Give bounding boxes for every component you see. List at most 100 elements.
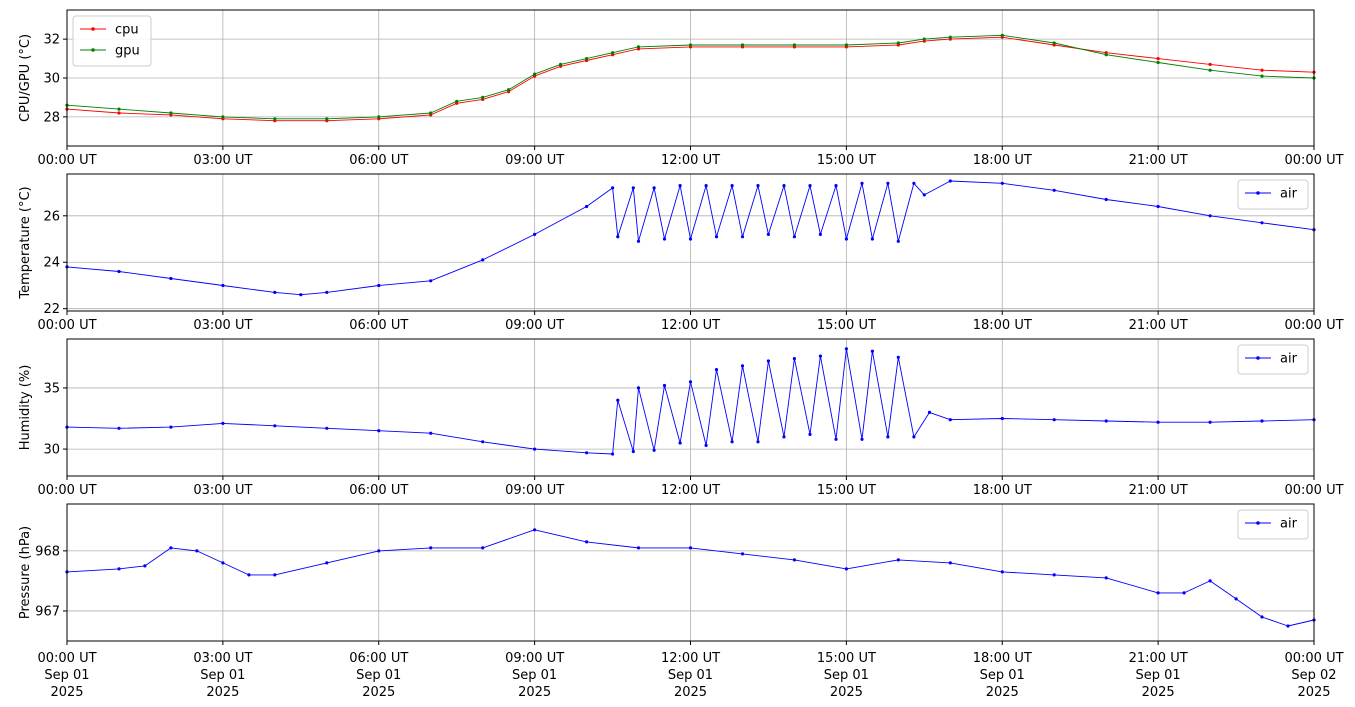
data-point-air: [782, 435, 786, 439]
x-tick-label: 15:00 UT: [817, 651, 876, 666]
x-tick-label: 18:00 UT: [973, 153, 1032, 168]
data-point-air: [631, 449, 635, 454]
data-point-air: [896, 239, 900, 243]
data-point-air: [1286, 624, 1290, 628]
data-point-air: [1260, 419, 1264, 423]
legend-marker-air: [1256, 521, 1260, 525]
data-point-air: [896, 558, 900, 562]
data-point-air: [860, 181, 864, 185]
data-point-air: [1052, 188, 1056, 192]
legend: cpu gpu: [72, 15, 152, 67]
x-tick-label: 21:00 UT: [1129, 153, 1188, 168]
x-tick-label: 06:00 UT: [349, 153, 408, 168]
data-point-gpu: [507, 88, 511, 92]
data-point-air: [429, 279, 433, 283]
data-point-air: [1000, 416, 1004, 421]
legend: air: [1237, 509, 1309, 540]
data-point-gpu: [169, 111, 173, 115]
x-tick-date-label: Sep 01: [512, 668, 557, 683]
data-point-air: [429, 431, 433, 435]
data-point-air: [636, 386, 641, 390]
x-tick-date-label: Sep 02: [1291, 668, 1336, 683]
data-point-air: [912, 181, 916, 185]
data-point-air: [740, 552, 745, 556]
x-tick-label: 18:00 UT: [973, 651, 1032, 666]
data-point-air: [1208, 420, 1212, 424]
data-point-air: [1000, 570, 1004, 574]
data-point-cpu: [1156, 57, 1160, 61]
data-point-air: [948, 418, 952, 422]
data-point-air: [792, 558, 797, 562]
data-point-air: [585, 204, 589, 209]
legend-box: [1237, 509, 1309, 540]
data-point-air: [912, 435, 916, 439]
data-point-air: [886, 435, 890, 439]
x-tick-year-label: 2025: [1297, 685, 1330, 700]
legend-marker-air: [1256, 356, 1260, 360]
y-tick-label: 32: [43, 33, 60, 48]
data-point-gpu: [585, 57, 589, 61]
legend: air: [1237, 344, 1309, 375]
y-tick-label: 968: [35, 544, 60, 559]
x-tick-label: 21:00 UT: [1129, 651, 1188, 666]
data-point-air: [273, 424, 277, 428]
x-tick-date-label: Sep 01: [668, 668, 713, 683]
x-tick-label: 15:00 UT: [817, 483, 876, 498]
series-line-air: [66, 180, 1315, 296]
data-point-air: [221, 421, 225, 425]
data-point-gpu: [377, 115, 381, 119]
data-point-air: [714, 235, 719, 239]
data-point-air: [1104, 576, 1108, 580]
data-point-gpu: [117, 107, 121, 111]
data-point-air: [1208, 214, 1212, 218]
data-point-air: [740, 364, 745, 368]
data-point-air: [325, 426, 329, 430]
data-point-air: [922, 193, 926, 197]
data-point-air: [169, 276, 173, 281]
data-point-air: [117, 269, 121, 274]
x-tick-label: 00:00 UT: [1284, 483, 1343, 498]
data-point-air: [818, 354, 823, 358]
x-tick-label: 21:00 UT: [1129, 483, 1188, 498]
data-point-gpu: [1052, 41, 1056, 45]
x-tick-year-label: 2025: [518, 685, 551, 700]
data-point-air: [1156, 420, 1160, 424]
chart-panel-2: 22 24 26 Temperature (°C) 00:00 UT 03:00 UT 06…: [18, 173, 1344, 333]
data-point-air: [688, 237, 693, 241]
data-point-air: [611, 186, 615, 190]
x-tick-label: 00:00 UT: [37, 483, 96, 498]
y-axis-label: Humidity (%): [18, 365, 33, 451]
data-point-air: [1104, 419, 1108, 423]
data-point-air: [792, 357, 797, 361]
legend-label-air: air: [1280, 352, 1298, 367]
data-point-gpu: [1000, 33, 1004, 37]
data-point-gpu: [481, 95, 485, 99]
x-tick-date-label: Sep 01: [200, 668, 245, 683]
y-tick-label: 967: [35, 604, 60, 619]
x-tick-label: 12:00 UT: [661, 318, 720, 333]
x-tick-label: 09:00 UT: [505, 153, 564, 168]
legend-label-cpu: cpu: [115, 23, 139, 38]
data-point-air: [533, 447, 537, 451]
data-point-air: [688, 546, 693, 550]
data-point-gpu: [1104, 53, 1108, 57]
x-tick-year-label: 2025: [1142, 685, 1175, 700]
data-point-air: [1156, 591, 1160, 595]
y-tick-label: 28: [43, 110, 60, 125]
data-point-air: [585, 451, 589, 455]
data-point-air: [652, 448, 656, 452]
data-point-air: [325, 561, 329, 565]
legend: air: [1237, 179, 1309, 210]
data-point-air: [756, 184, 760, 188]
data-point-air: [766, 232, 771, 236]
plot-frame: [66, 503, 1315, 642]
data-point-air: [1260, 615, 1264, 619]
data-point-air: [927, 410, 932, 414]
legend-box: [1237, 344, 1309, 375]
data-point-air: [429, 546, 433, 550]
data-point-gpu: [273, 117, 277, 121]
plot-frame: [66, 9, 1315, 147]
chart-panel-3: 30 35 Humidity (%) 00:00 UT 03:00 UT 06:00 UT…: [18, 338, 1344, 498]
x-tick-label: 00:00 UT: [1284, 153, 1343, 168]
data-point-air: [766, 359, 771, 363]
